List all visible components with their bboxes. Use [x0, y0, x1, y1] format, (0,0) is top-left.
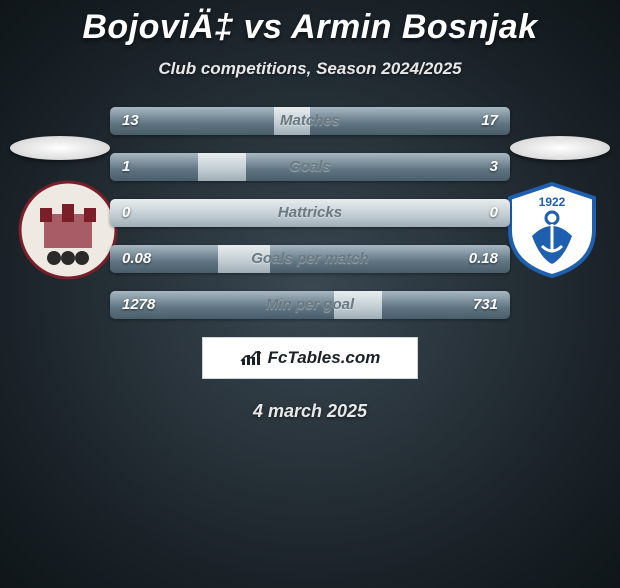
stat-value-left: 1278: [122, 291, 155, 319]
stat-row: Goals1 3: [110, 153, 510, 181]
stat-value-left: 0: [122, 199, 130, 227]
left-nation-flag: [10, 136, 110, 160]
stat-row: Hattricks0 0: [110, 199, 510, 227]
stat-row: Matches13 17: [110, 107, 510, 135]
right-nation-flag: [510, 136, 610, 160]
stat-value-right: 0: [490, 199, 498, 227]
brand-text: FcTables.com: [268, 348, 381, 368]
stats-container: Matches1317Goals13Hattricks00Goals per m…: [110, 107, 510, 319]
stat-value-left: 1: [122, 153, 130, 181]
left-team-badge: [18, 180, 118, 280]
stat-label: Goals per match: [110, 245, 510, 273]
stat-value-left: 0.08: [122, 245, 151, 273]
chart-icon: [240, 349, 262, 367]
stat-value-right: 3: [490, 153, 498, 181]
stat-label: Hattricks: [110, 199, 510, 227]
date-text: 4 march 2025: [0, 401, 620, 422]
badge-year: 1922: [539, 195, 566, 209]
brand-badge: FcTables.com: [202, 337, 418, 379]
stat-label: Matches: [110, 107, 510, 135]
stat-value-right: 731: [473, 291, 498, 319]
page-title: BojoviÄ‡ vs Armin Bosnjak: [0, 8, 620, 47]
right-team-badge: 1922: [502, 180, 602, 280]
stat-row: Min per goal1278 731: [110, 291, 510, 319]
stat-value-right: 17: [481, 107, 498, 135]
stat-value-right: 0.18: [469, 245, 498, 273]
stat-label: Min per goal: [110, 291, 510, 319]
stat-row: Goals per match0.08 0.18: [110, 245, 510, 273]
stat-value-left: 13: [122, 107, 139, 135]
subtitle: Club competitions, Season 2024/2025: [0, 59, 620, 79]
stat-label: Goals: [110, 153, 510, 181]
